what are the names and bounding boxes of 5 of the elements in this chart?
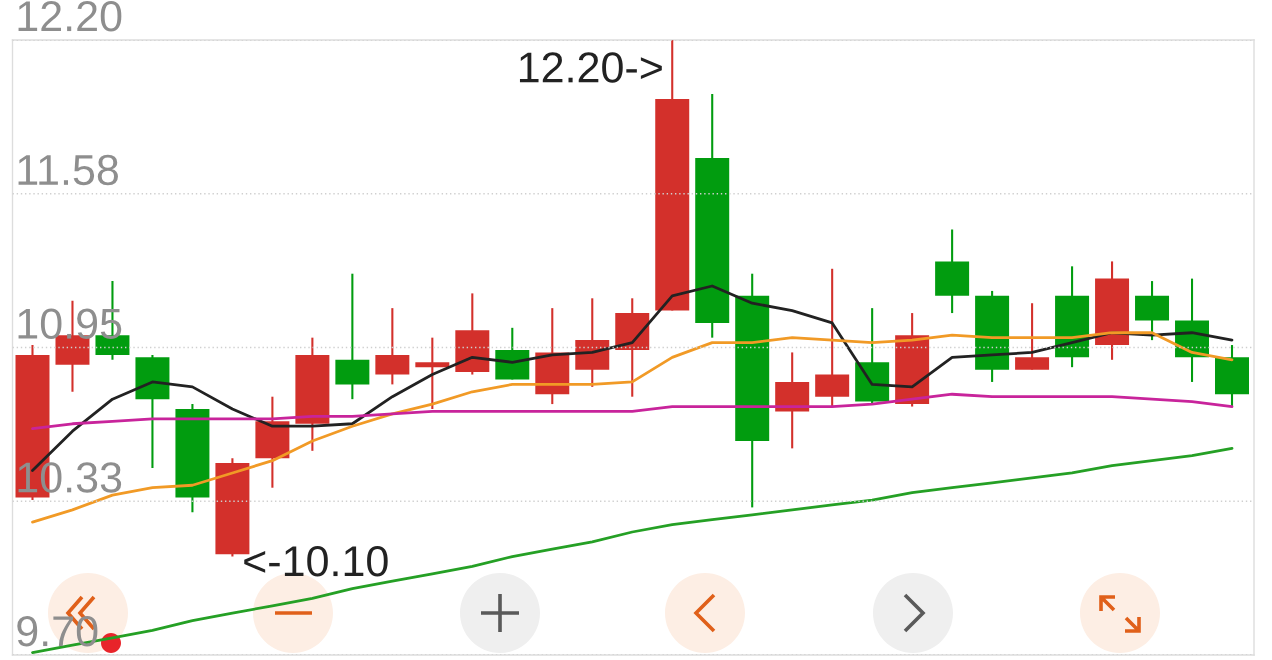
y-tick-label: 11.58 — [18, 154, 118, 186]
y-tick-label: 9.70 — [17, 616, 98, 647]
annotation: 12.20-> — [519, 52, 662, 83]
annotation: <-10.10 — [244, 546, 388, 577]
y-tick-label: 12.20 — [18, 1, 122, 32]
